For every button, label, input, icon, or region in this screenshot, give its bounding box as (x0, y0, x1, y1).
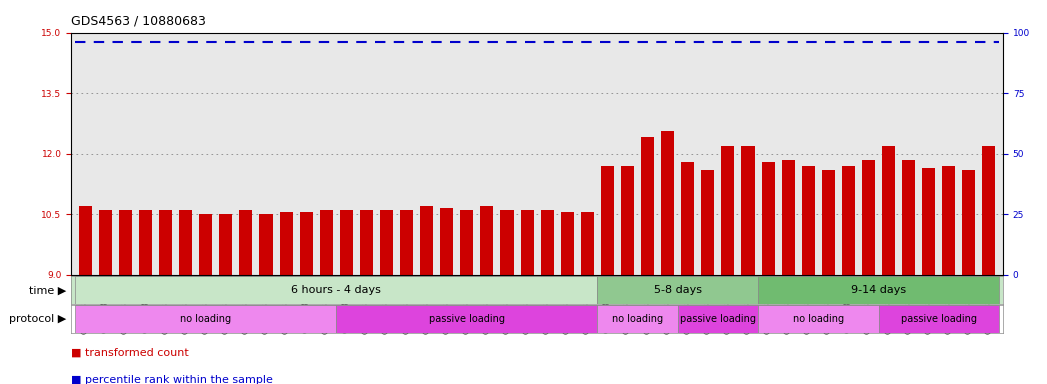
Bar (942, 166, 955, 275)
Bar (882, 146, 895, 275)
Text: passive loading: passive loading (680, 314, 756, 324)
Text: ■ percentile rank within the sample: ■ percentile rank within the sample (71, 375, 273, 384)
Text: GDS4563 / 10880683: GDS4563 / 10880683 (71, 15, 206, 28)
Text: 9-14 days: 9-14 days (851, 285, 906, 295)
Bar (520, 210, 534, 275)
Text: 6 hours - 4 days: 6 hours - 4 days (291, 285, 381, 295)
Bar (75, 305, 336, 333)
Bar (199, 214, 213, 275)
Bar (601, 166, 614, 275)
Bar (79, 206, 92, 275)
Bar (621, 166, 634, 275)
Bar (139, 210, 152, 275)
Bar (420, 206, 433, 275)
Text: no loading: no loading (180, 314, 231, 324)
Bar (822, 170, 834, 275)
Bar (481, 206, 493, 275)
Bar (598, 305, 677, 333)
Bar (677, 305, 758, 333)
Text: no loading: no loading (611, 314, 663, 324)
Bar (982, 146, 996, 275)
Bar (903, 160, 915, 275)
Bar (179, 210, 193, 275)
Bar (219, 214, 232, 275)
Bar (862, 160, 875, 275)
Text: ■ transformed count: ■ transformed count (71, 348, 188, 358)
Bar (75, 276, 598, 304)
Text: no loading: no loading (793, 314, 844, 324)
Bar (540, 210, 554, 275)
Bar (319, 210, 333, 275)
Bar (440, 208, 453, 275)
Bar (842, 166, 855, 275)
Bar (159, 210, 172, 275)
Bar (500, 210, 513, 275)
Bar (360, 210, 373, 275)
Bar (598, 276, 758, 304)
Text: protocol ▶: protocol ▶ (8, 314, 66, 324)
Bar (761, 162, 775, 275)
Bar (581, 212, 594, 275)
Bar (400, 210, 414, 275)
Bar (878, 305, 999, 333)
Bar (98, 210, 112, 275)
Bar (380, 210, 393, 275)
Bar (340, 210, 353, 275)
Bar (260, 214, 272, 275)
Text: 5-8 days: 5-8 days (653, 285, 701, 295)
Bar (741, 146, 755, 275)
Text: passive loading: passive loading (900, 314, 977, 324)
Bar (561, 212, 574, 275)
Bar (461, 210, 473, 275)
Bar (701, 170, 714, 275)
Bar (280, 212, 292, 275)
Bar (802, 166, 815, 275)
Text: time ▶: time ▶ (28, 285, 66, 295)
Bar (922, 168, 935, 275)
Bar (782, 160, 795, 275)
Bar (962, 170, 976, 275)
Bar (336, 305, 598, 333)
Bar (721, 146, 734, 275)
Bar (661, 131, 674, 275)
Bar (758, 276, 999, 304)
Bar (119, 210, 132, 275)
Bar (299, 212, 313, 275)
Bar (758, 305, 878, 333)
Text: passive loading: passive loading (429, 314, 505, 324)
Bar (641, 137, 654, 275)
Bar (240, 210, 252, 275)
Bar (682, 162, 694, 275)
